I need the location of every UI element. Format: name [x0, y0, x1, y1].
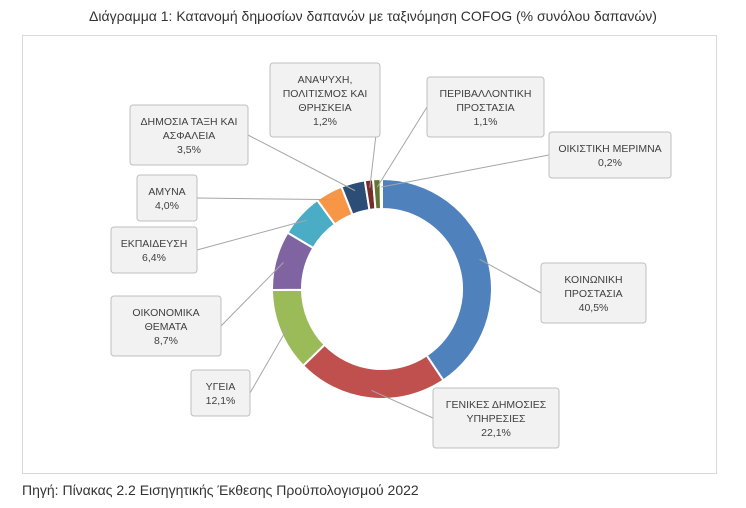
callout-δημοσια-ταξη-και-ασφαλεια: ΔΗΜΟΣΙΑ ΤΑΞΗ ΚΑΙ ΑΣΦΑΛΕΙΑ 3,5%: [129, 104, 249, 166]
callout-box: [548, 131, 672, 179]
callout-box: [136, 174, 198, 222]
chart-frame: ΚΟΙΝΩΝΙΚΗ ΠΡΟΣΤΑΣΙΑ 40,5% ΓΕΝΙΚΕΣ ΔΗΜΟΣΙΕΣ Υ…: [22, 35, 717, 474]
callout-box: [432, 387, 560, 449]
category-label: ΥΠΗΡΕΣΙΕΣ: [466, 413, 526, 425]
data-value-label: 40,5%: [579, 302, 609, 314]
data-value-label: 1,1%: [474, 116, 498, 128]
callout-εκπαιδευση: ΕΚΠΑΙΔΕΥΣΗ 6,4%: [110, 226, 198, 274]
callout-box: [426, 76, 545, 138]
callout-γενικες-δημοσιες-υπηρεσιες: ΓΕΝΙΚΕΣ ΔΗΜΟΣΙΕΣ ΥΠΗΡΕΣΙΕΣ 22,1%: [432, 387, 560, 449]
callout-box: [540, 262, 647, 324]
leader-lines: [196, 99, 550, 419]
callout-box: [129, 104, 249, 166]
callout-box: [110, 295, 222, 357]
callout-box: [269, 62, 381, 138]
category-label: ΠΡΟΣΤΑΣΙΑ: [564, 288, 622, 300]
category-label: ΓΕΝΙΚΕΣ ΔΗΜΟΣΙΕΣ: [446, 399, 547, 411]
leader-line-οικονομικα-θεματα: [220, 261, 284, 327]
category-label: ΠΟΛΙΤΙΣΜΟΣ ΚΑΙ: [283, 88, 368, 100]
data-value-label: 8,7%: [154, 335, 178, 347]
data-labels: ΚΟΙΝΩΝΙΚΗ ΠΡΟΣΤΑΣΙΑ 40,5% ΓΕΝΙΚΕΣ ΔΗΜΟΣΙΕΣ Υ…: [110, 62, 672, 449]
callout-αναψυχη-πολιτισμος-και-θρησκεια: ΑΝΑΨΥΧΗ, ΠΟΛΙΤΙΣΜΟΣ ΚΑΙ ΘΡΗΣΚΕΙΑ 1,2%: [269, 62, 381, 138]
leader-line-γενικες-δημοσιες-υπηρεσιες: [371, 389, 434, 419]
category-label: ΕΚΠΑΙΔΕΥΣΗ: [121, 238, 188, 250]
donut-chart: ΚΟΙΝΩΝΙΚΗ ΠΡΟΣΤΑΣΙΑ 40,5% ΓΕΝΙΚΕΣ ΔΗΜΟΣΙΕΣ Υ…: [110, 62, 672, 449]
leader-line-οικιστικη-μεριμνα: [381, 154, 550, 188]
category-label: ΘΡΗΣΚΕΙΑ: [298, 102, 351, 114]
data-value-label: 12,1%: [206, 395, 236, 407]
data-value-label: 0,2%: [598, 157, 622, 169]
callout-κοινωνικη-προστασια: ΚΟΙΝΩΝΙΚΗ ΠΡΟΣΤΑΣΙΑ 40,5%: [540, 262, 647, 324]
category-label: ΘΕΜΑΤΑ: [145, 321, 188, 333]
data-value-label: 22,1%: [481, 427, 511, 439]
callout-οικιστικη-μεριμνα: ΟΙΚΙΣΤΙΚΗ ΜΕΡΙΜΝΑ 0,2%: [548, 131, 672, 179]
category-label: ΥΓΕΙΑ: [206, 381, 236, 393]
data-value-label: 6,4%: [142, 252, 166, 264]
category-label: ΑΣΦΑΛΕΙΑ: [163, 130, 216, 142]
leader-line-κοινωνικη-προστασια: [479, 258, 542, 294]
leader-line-εκπαιδευση: [196, 219, 307, 251]
leader-line-δημοσια-ταξη-και-ασφαλεια: [247, 134, 356, 192]
callout-περιβαλλοντικη-προστασια: ΠΕΡΙΒΑΛΛΟΝΤΙΚΗ ΠΡΟΣΤΑΣΙΑ 1,1%: [426, 76, 545, 138]
slice-κοινωνικη-προστασια: [381, 177, 493, 382]
category-label: ΟΙΚΙΣΤΙΚΗ ΜΕΡΙΜΝΑ: [558, 143, 661, 155]
category-label: ΠΡΟΣΤΑΣΙΑ: [456, 102, 514, 114]
source-note: Πηγή: Πίνακας 2.2 Εισηγητικής Έκθεσης Πρ…: [22, 482, 419, 498]
category-label: ΑΝΑΨΥΧΗ,: [298, 74, 353, 86]
callout-αμυνα: ΑΜΥΝΑ 4,0%: [136, 174, 198, 222]
chart-title: Διάγραμμα 1: Κατανομή δημοσίων δαπανών μ…: [89, 8, 657, 24]
category-label: ΟΙΚΟΝΟΜΙΚΑ: [132, 307, 199, 319]
leader-line-αμυνα: [196, 197, 333, 201]
leader-line-υγεια: [249, 327, 289, 394]
category-label: ΔΗΜΟΣΙΑ ΤΑΞΗ ΚΑΙ: [141, 116, 238, 128]
data-value-label: 4,0%: [155, 200, 179, 212]
leader-line-περιβαλλοντικη-προστασια: [376, 106, 428, 188]
callout-υγεια: ΥΓΕΙΑ 12,1%: [190, 369, 251, 417]
data-value-label: 1,2%: [313, 116, 337, 128]
category-label: ΚΟΙΝΩΝΙΚΗ: [564, 274, 622, 286]
category-label: ΑΜΥΝΑ: [148, 186, 185, 198]
callout-box: [110, 226, 198, 274]
callout-box: [190, 369, 251, 417]
slice-οικιστικη-μεριμνα: [379, 177, 383, 211]
donut-slices: [270, 177, 493, 400]
callout-οικονομικα-θεματα: ΟΙΚΟΝΟΜΙΚΑ ΘΕΜΑΤΑ 8,7%: [110, 295, 222, 357]
data-value-label: 3,5%: [177, 144, 201, 156]
category-label: ΠΕΡΙΒΑΛΛΟΝΤΙΚΗ: [440, 88, 532, 100]
